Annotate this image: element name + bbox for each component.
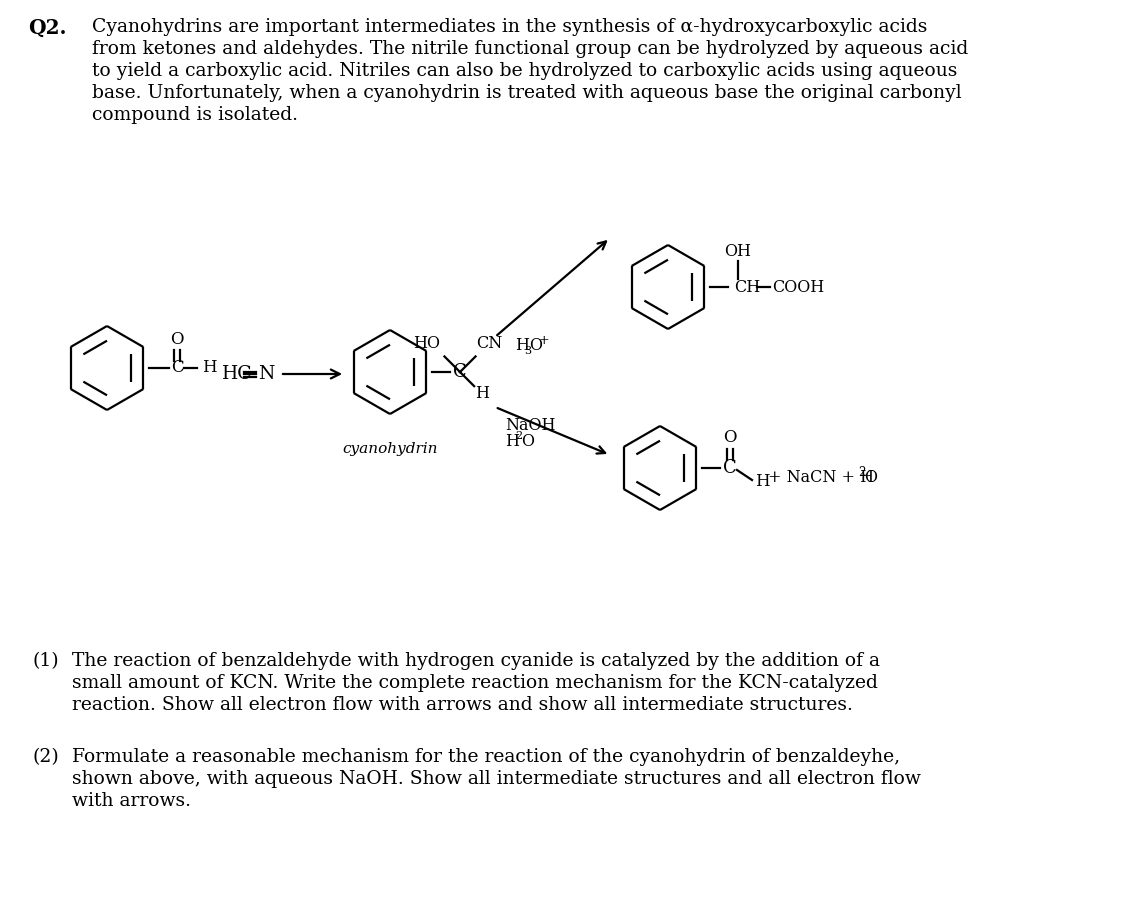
Text: cyanohydrin: cyanohydrin [342,442,438,456]
Text: 2: 2 [515,431,522,441]
Text: C: C [170,359,183,376]
Text: COOH: COOH [772,279,824,296]
Text: (1): (1) [32,652,58,670]
Text: NaOH: NaOH [505,417,556,434]
Text: + NaCN + H: + NaCN + H [768,470,874,487]
Text: The reaction of benzaldehyde with hydrogen cyanide is catalyzed by the addition : The reaction of benzaldehyde with hydrog… [72,652,880,670]
Text: CH: CH [734,279,761,296]
Text: base. Unfortunately, when a cyanohydrin is treated with aqueous base the origina: base. Unfortunately, when a cyanohydrin … [92,84,962,102]
Text: H: H [505,433,519,450]
Text: O: O [170,331,184,348]
Text: O: O [864,470,877,487]
Text: C: C [453,363,467,381]
Text: OH: OH [724,242,752,260]
Text: H: H [515,338,529,355]
Text: with arrows.: with arrows. [72,792,191,810]
Text: 2: 2 [858,466,865,480]
Text: O: O [723,429,737,446]
Text: N: N [259,365,275,383]
Text: Cyanohydrins are important intermediates in the synthesis of α-hydroxycarboxylic: Cyanohydrins are important intermediates… [92,18,928,36]
Text: HO: HO [413,336,440,353]
Text: Formulate a reasonable mechanism for the reaction of the cyanohydrin of benzalde: Formulate a reasonable mechanism for the… [72,748,900,766]
Text: HC: HC [222,365,253,383]
Text: C: C [723,459,737,477]
Text: +: + [539,333,549,347]
Text: shown above, with aqueous NaOH. Show all intermediate structures and all electro: shown above, with aqueous NaOH. Show all… [72,770,921,788]
Text: (2): (2) [32,748,58,766]
Text: O: O [529,338,542,355]
Text: 3: 3 [524,346,531,356]
Text: compound is isolated.: compound is isolated. [92,106,297,124]
Text: from ketones and aldehydes. The nitrile functional group can be hydrolyzed by aq: from ketones and aldehydes. The nitrile … [92,40,968,58]
Text: reaction. Show all electron flow with arrows and show all intermediate structure: reaction. Show all electron flow with ar… [72,696,853,714]
Text: CN: CN [476,336,502,353]
Text: O: O [521,433,534,450]
Text: H: H [755,473,770,490]
Text: H: H [475,385,490,402]
Text: small amount of KCN. Write the complete reaction mechanism for the KCN-catalyzed: small amount of KCN. Write the complete … [72,674,877,692]
Text: to yield a carboxylic acid. Nitriles can also be hydrolyzed to carboxylic acids : to yield a carboxylic acid. Nitriles can… [92,62,958,80]
Text: H: H [202,359,216,376]
Text: Q2.: Q2. [27,18,66,38]
